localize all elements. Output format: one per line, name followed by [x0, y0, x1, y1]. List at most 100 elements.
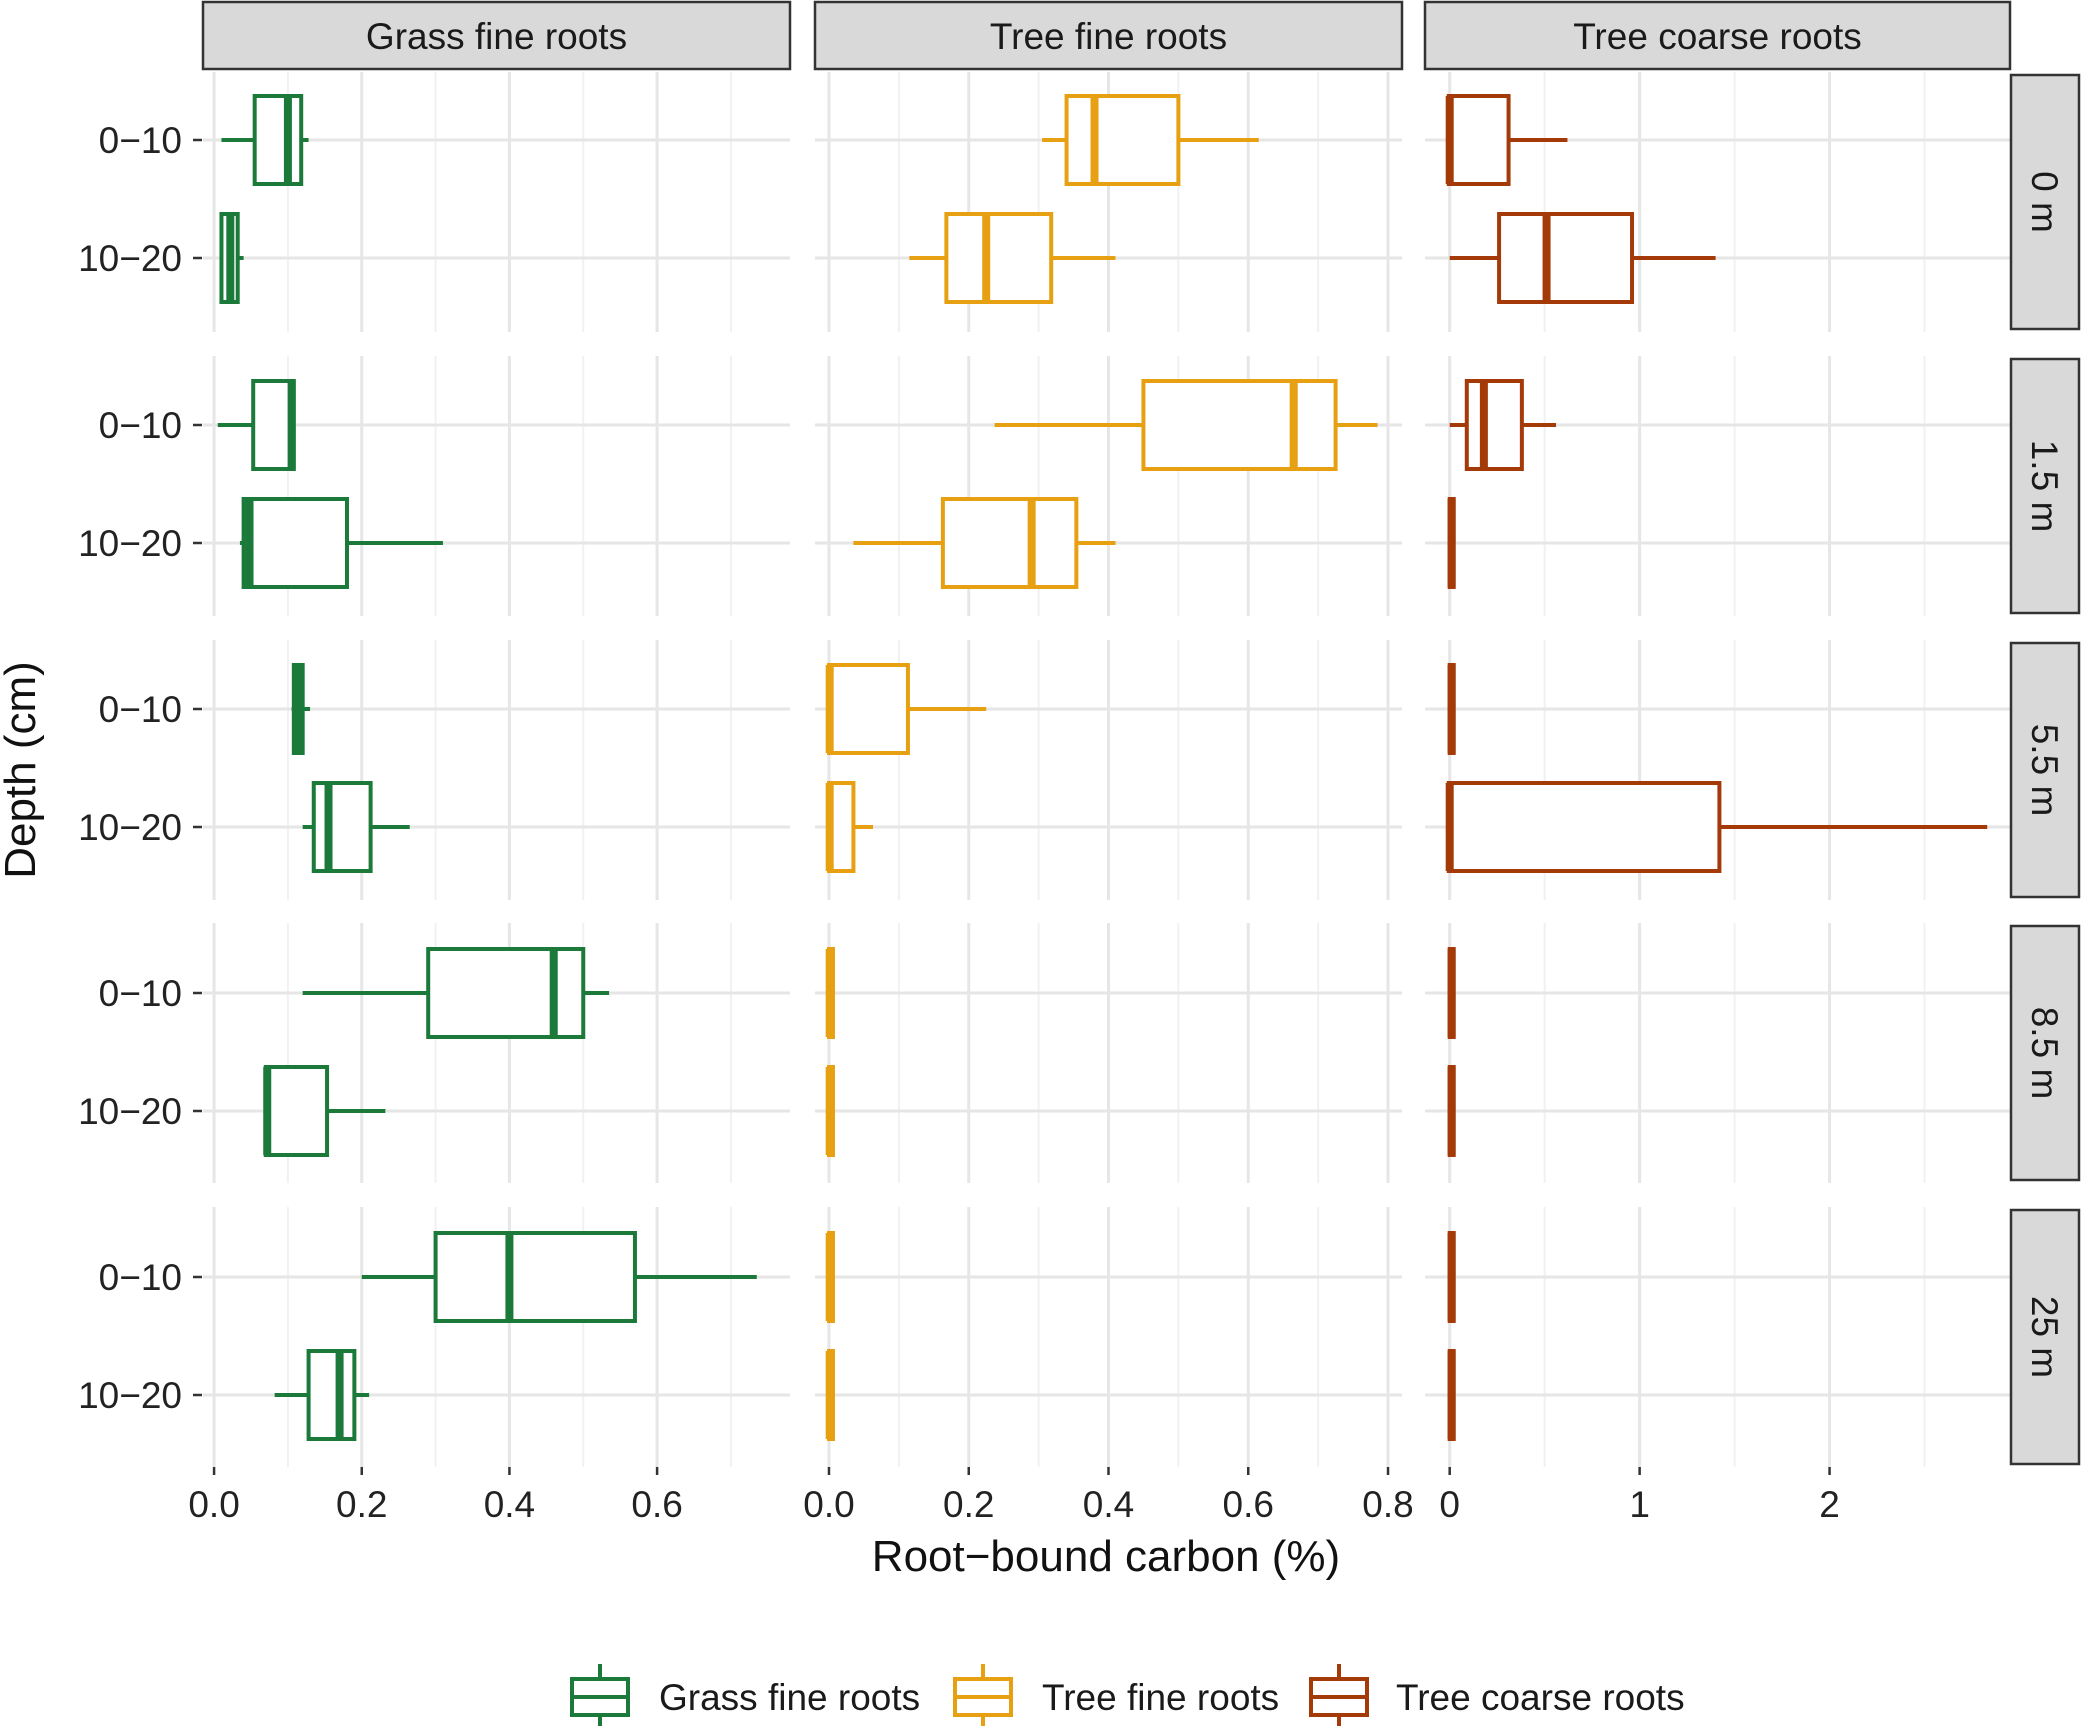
box-tree_coarse-1-1: [1447, 497, 1456, 589]
box-iqr: [263, 1065, 330, 1157]
box-tree_fine-0-0: [1042, 94, 1259, 186]
y-axis: 0−10 10−20 0−10 10−20 0−10 10−20 0−10 10−20 0−10…: [78, 120, 202, 1416]
column-strip-grass_fine: [201, 0, 792, 71]
box-grass_fine-1-0: [217, 379, 296, 471]
box-tree_coarse-2-0: [1447, 663, 1456, 755]
box-grass_fine-1-1: [239, 497, 443, 589]
box-grass_fine-3-1: [263, 1065, 386, 1157]
panel-tree_coarse-row-3: [1425, 923, 2010, 1183]
box-tree_fine-3-0: [825, 947, 835, 1039]
box-iqr: [252, 94, 304, 186]
row-strip: [2009, 357, 2081, 615]
row-strip-label: 25 m: [2024, 1296, 2065, 1378]
panel-tree_fine-row-3: [815, 923, 1402, 1183]
box-tree_fine-2-1: [825, 781, 874, 873]
x-axis-title: Root−bound carbon (%): [872, 1532, 1340, 1581]
x-tick-label-grass_fine: 0.2: [336, 1484, 387, 1525]
box-tree_coarse-3-1: [1447, 1065, 1456, 1157]
row-strip: [2009, 73, 2081, 331]
legend-label: Grass fine roots: [659, 1677, 920, 1718]
panel-grass_fine-row-3: [203, 923, 790, 1183]
x-tick-label-tree_coarse: 2: [1819, 1484, 1840, 1525]
row-strips: 0 m 1.5 m 5.5 m 8.5 m 25 m: [2009, 73, 2081, 1466]
box-tree_coarse-4-1: [1447, 1349, 1456, 1441]
x-tick-label-tree_fine: 0.4: [1083, 1484, 1134, 1525]
column-strips: Grass fine roots Tree fine roots Tree coar…: [201, 0, 2012, 71]
panel-grid: [203, 72, 2010, 1467]
box-grass_fine-4-1: [274, 1349, 370, 1441]
panel-tree_coarse-row-1: [1425, 356, 2010, 616]
y-tick-label: 10−20: [78, 238, 182, 279]
box-grass_fine-3-0: [302, 947, 610, 1039]
column-strip-label-tree_fine: Tree fine roots: [990, 16, 1227, 57]
x-tick-label-grass_fine: 0.0: [188, 1484, 239, 1525]
box-grass_fine-4-0: [361, 1231, 757, 1323]
box-iqr: [241, 497, 349, 589]
x-tick-label-tree_coarse: 0: [1439, 1484, 1460, 1525]
panel-grass_fine-row-1: [203, 356, 790, 616]
box-tree_coarse-4-0: [1447, 1231, 1456, 1323]
y-axis-title: Depth (cm): [0, 661, 45, 879]
box-tree_fine-4-0: [825, 1231, 835, 1323]
box-grass_fine-0-0: [221, 94, 309, 186]
panel-tree_coarse-row-4: [1425, 1207, 2010, 1467]
box-iqr: [826, 663, 910, 755]
panel-tree_fine-row-1: [815, 356, 1402, 616]
box-tree_fine-1-0: [994, 379, 1378, 471]
x-tick-label-grass_fine: 0.4: [484, 1484, 535, 1525]
y-tick-label: 10−20: [78, 1091, 182, 1132]
row-strip: [2009, 641, 2081, 899]
row-strip: [2009, 924, 2081, 1182]
x-axis: 0.0 0.2 0.4 0.6 0.0 0.2 0.4 0.6 0.8 0 1 2: [188, 1467, 1840, 1525]
x-tick-label-tree_coarse: 1: [1629, 1484, 1650, 1525]
box-iqr: [1141, 379, 1338, 471]
box-tree_coarse-0-1: [1449, 212, 1716, 304]
row-strip-label: 1.5 m: [2024, 440, 2065, 533]
box-tree_fine-3-1: [825, 1065, 835, 1157]
box-tree_fine-2-0: [825, 663, 987, 755]
y-tick-label: 10−20: [78, 523, 182, 564]
y-tick-label: 0−10: [99, 689, 182, 730]
box-iqr: [306, 1349, 357, 1441]
row-strip-label: 5.5 m: [2024, 724, 2065, 817]
column-strip-tree_coarse: [1423, 0, 2012, 71]
box-iqr: [1464, 379, 1524, 471]
box-iqr: [940, 497, 1079, 589]
x-tick-label-tree_fine: 0.0: [803, 1484, 854, 1525]
box-iqr: [1446, 781, 1722, 873]
box-grass_fine-0-1: [219, 212, 244, 304]
legend-item-0: Grass fine roots: [570, 1664, 920, 1726]
box-iqr: [433, 1231, 637, 1323]
column-strip-tree_fine: [813, 0, 1404, 71]
x-tick-label-tree_fine: 0.2: [943, 1484, 994, 1525]
box-tree_coarse-2-1: [1445, 781, 1988, 873]
legend-label: Tree fine roots: [1042, 1677, 1279, 1718]
box-grass_fine-2-0: [291, 663, 311, 755]
y-tick-label: 0−10: [99, 1257, 182, 1298]
box-iqr: [426, 947, 586, 1039]
column-strip-label-tree_coarse: Tree coarse roots: [1573, 16, 1862, 57]
panel-grass_fine-row-2: [203, 640, 790, 900]
box-iqr: [1497, 212, 1635, 304]
row-strip: [2009, 1208, 2081, 1466]
row-strip-label: 8.5 m: [2024, 1007, 2065, 1100]
box-grass_fine-2-1: [302, 781, 410, 873]
box-tree_fine-4-1: [825, 1349, 835, 1441]
box-tree_coarse-1-0: [1449, 379, 1557, 471]
box-iqr: [944, 212, 1054, 304]
panel-tree_fine-row-4: [815, 1207, 1402, 1467]
legend: Grass fine roots Tree fine roots Tree coar…: [570, 1664, 1685, 1726]
y-tick-label: 0−10: [99, 405, 182, 446]
y-tick-label: 0−10: [99, 973, 182, 1014]
legend-label: Tree coarse roots: [1396, 1677, 1685, 1718]
box-tree_coarse-3-0: [1447, 947, 1456, 1039]
row-strip-label: 0 m: [2024, 171, 2065, 233]
box-tree_fine-1-1: [853, 497, 1116, 589]
y-tick-label: 10−20: [78, 807, 182, 848]
panel-tree_fine-row-2: [815, 640, 1402, 900]
y-tick-label: 10−20: [78, 1375, 182, 1416]
y-tick-label: 0−10: [99, 120, 182, 161]
box-tree_fine-0-1: [909, 212, 1116, 304]
x-tick-label-grass_fine: 0.6: [631, 1484, 682, 1525]
